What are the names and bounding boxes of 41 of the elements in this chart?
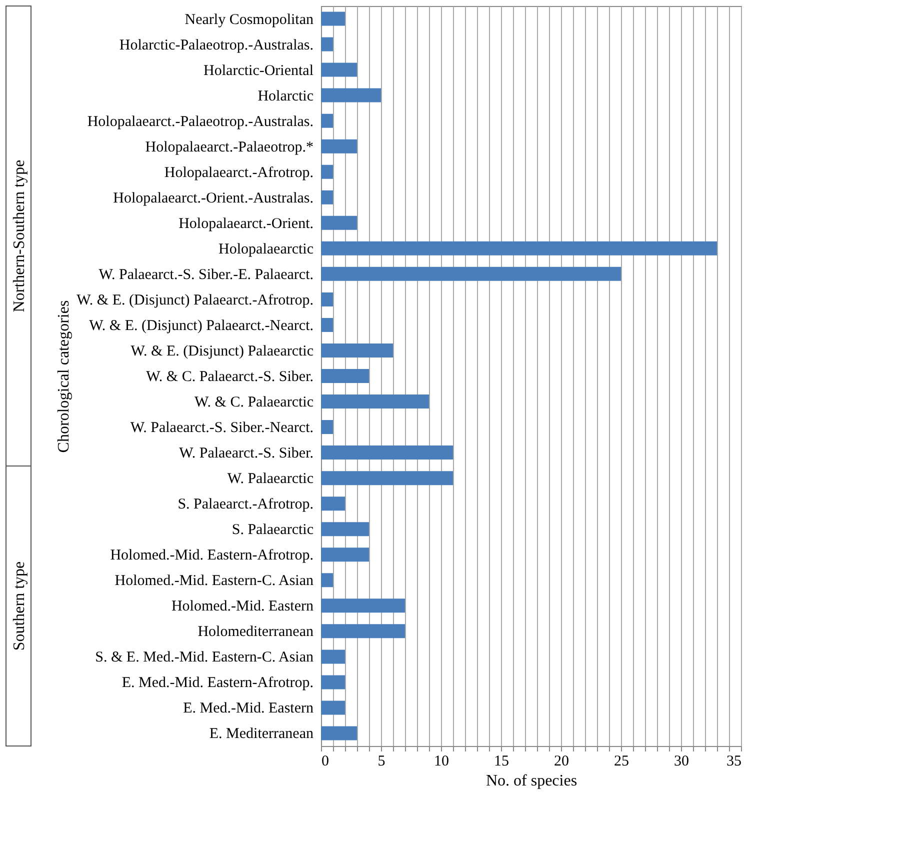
- y-tick-label: W. Palaearct.-S. Siber.: [179, 446, 314, 462]
- y-tick-label: Holopalaearct.-Orient.: [178, 216, 314, 232]
- y-tick-label: W. Palaearctic: [227, 471, 314, 488]
- x-tick-label: 15: [494, 754, 509, 770]
- y-tick-label: W. & C. Palaearct.-S. Siber.: [146, 369, 314, 385]
- y-tick-label: Holopalaearct.-Afrotrop.: [164, 164, 314, 181]
- x-tick-label: 35: [726, 754, 742, 770]
- text: Southern type: [11, 561, 28, 651]
- x-tick-label: 10: [434, 754, 449, 770]
- y-tick-label: W. & E. (Disjunct) Palaearct.-Nearct.: [89, 318, 314, 334]
- y-tick-label: W. & E. (Disjunct) Palaearctic: [130, 343, 314, 360]
- x-tick-label: 0: [322, 754, 329, 770]
- y-tick-label: Holopalaearct.-Palaeotrop.-Australas.: [87, 114, 314, 130]
- y-tick-label: E. Med.-Mid. Eastern: [183, 700, 314, 717]
- y-tick-label: E. Mediterranean: [209, 726, 314, 742]
- y-tick-label: W. Palaearct.-S. Siber.-E. Palaearct.: [98, 266, 314, 283]
- y-tick-label: W. Palaearct.-S. Siber.-Nearct.: [130, 420, 314, 436]
- y-tick-label: E. Med.-Mid. Eastern-Afrotrop.: [122, 675, 314, 692]
- y-tick-label: Holopalaearct.-Orient.-Australas.: [113, 190, 314, 206]
- y-tick-label: Nearly Cosmopolitan: [184, 12, 314, 28]
- y-tick-label: Holarctic-Oriental: [204, 62, 314, 79]
- y-tick-label: Holarctic: [258, 88, 314, 104]
- x-tick-label: 5: [378, 754, 386, 770]
- y-tick-label: Holomediterranean: [198, 624, 314, 640]
- y-tick-label: Holarctic-Palaeotrop.-Australas.: [119, 37, 314, 54]
- y-tick-label: S. Palaearctic: [232, 522, 314, 538]
- text: Northern-Southern type: [11, 160, 28, 312]
- x-tick-label: 25: [614, 754, 629, 770]
- y-tick-label: Holomed.-Mid. Eastern: [171, 598, 314, 615]
- y-tick-label: S. Palaearct.-Afrotrop.: [178, 496, 314, 513]
- x-tick-label: 30: [674, 754, 689, 770]
- y-axis-title: Chorological categories: [56, 300, 72, 453]
- y-tick-label: W. & E. (Disjunct) Palaearct.-Afrotrop.: [76, 292, 314, 308]
- x-axis-title: No. of species: [486, 772, 578, 790]
- x-tick-label: 20: [554, 754, 569, 770]
- y-tick-label: W. & C. Palaearctic: [194, 394, 314, 411]
- y-tick-label: Holomed.-Mid. Eastern-Afrotrop.: [110, 548, 314, 564]
- y-tick-label: Holopalaearctic: [218, 241, 314, 258]
- y-tick-label: Holomed.-Mid. Eastern-C. Asian: [114, 573, 314, 590]
- y-tick-label: Holopalaearct.-Palaeotrop.*: [145, 139, 314, 156]
- y-tick-label: S. & E. Med.-Mid. Eastern-C. Asian: [95, 650, 314, 666]
